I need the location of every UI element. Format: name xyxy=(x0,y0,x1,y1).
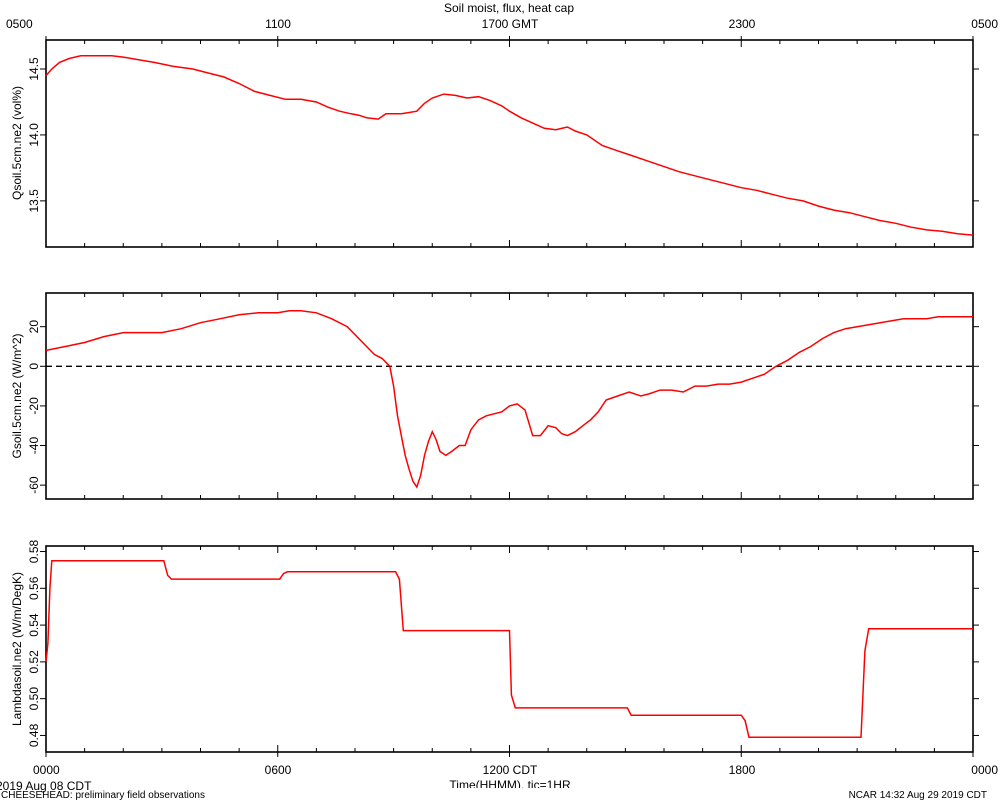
bottom-tick-label-1: 0600 xyxy=(264,763,292,777)
panel-soil-moisture-ticks: 13.5 14.0 14.5 xyxy=(27,40,979,247)
bottom-tick-label-4: 0000 xyxy=(971,763,998,777)
y-tick-label: -40 xyxy=(27,437,41,455)
y-axis-labels: Qsoil.5cm.ne2 (vol%) Gsoil.5cm.ne2 (W/m^… xyxy=(10,86,24,726)
footer-left: CHEESEHEAD: preliminary field observatio… xyxy=(1,790,205,801)
top-tick-label-2: 1700 GMT xyxy=(481,17,539,31)
chart-title: Soil moist, flux, heat cap xyxy=(443,1,575,15)
panel-soil-heat-flux-ylabel: Gsoil.5cm.ne2 (W/m^2) xyxy=(10,334,24,459)
y-tick-label: 0.54 xyxy=(27,613,41,637)
panel-soil-heat-flux: -60 -40 -20 0 20 xyxy=(27,292,979,500)
y-tick-label: 20 xyxy=(27,320,41,334)
y-tick-label: 0 xyxy=(27,363,41,370)
bottom-tick-label-2: 1200 CDT xyxy=(482,763,538,777)
bottom-tick-label-0: 0000 xyxy=(33,763,60,777)
y-tick-label: 14.0 xyxy=(27,123,41,147)
y-tick-label: 0.48 xyxy=(27,723,41,747)
top-tick-label-3: 2300 xyxy=(728,17,756,31)
panel-thermal-conductivity-ylabel: Lambdasoil.ne2 (W/m/DegK) xyxy=(10,572,24,726)
y-tick-label: 13.5 xyxy=(27,189,41,213)
footer-right: NCAR 14:32 Aug 29 2019 CDT xyxy=(848,790,987,801)
y-tick-label: 0.56 xyxy=(27,576,41,600)
series-line xyxy=(45,55,974,236)
date-label: 2019 Aug 08 CDT xyxy=(0,779,92,793)
panel-soil-moisture-frame xyxy=(45,39,974,248)
y-tick-label: -60 xyxy=(27,476,41,494)
top-tick-label-0: 0500 xyxy=(6,17,33,31)
y-tick-label: 0.50 xyxy=(27,687,41,711)
bottom-tick-label-3: 1800 xyxy=(728,763,756,777)
panel-soil-heat-flux-ticks: -60 -40 -20 0 20 xyxy=(27,293,979,499)
time-axis-ticks xyxy=(45,36,974,757)
x-axis-label: Time(HHMM), tic=1HR xyxy=(449,779,571,788)
top-tick-label-4: 0500 xyxy=(971,17,998,31)
panel-soil-heat-flux-frame xyxy=(45,292,974,500)
panel-soil-moisture-ylabel: Qsoil.5cm.ne2 (vol%) xyxy=(10,86,24,200)
panel-soil-moisture: 13.5 14.0 14.5 xyxy=(27,39,979,248)
series-line xyxy=(45,559,973,739)
series-line xyxy=(45,310,973,489)
y-tick-label: -20 xyxy=(27,397,41,415)
y-tick-label: 0.52 xyxy=(27,650,41,674)
y-tick-label: 14.5 xyxy=(27,57,41,81)
panel-thermal-conductivity: 0.48 0.50 0.52 0.54 0.56 0.58 xyxy=(27,540,979,753)
top-tick-label-1: 1100 xyxy=(265,17,291,31)
panel-thermal-conductivity-ticks: 0.48 0.50 0.52 0.54 0.56 0.58 xyxy=(27,540,979,752)
y-tick-label: 0.58 xyxy=(27,540,41,564)
